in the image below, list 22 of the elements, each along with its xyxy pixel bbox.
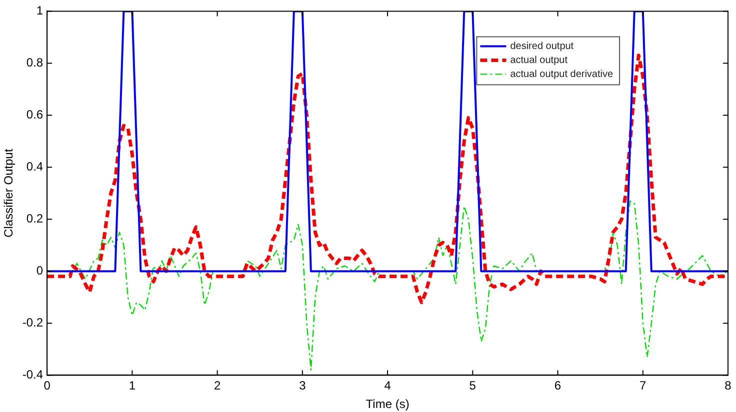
y-tick-label: 0.2 — [26, 212, 44, 226]
x-tick-label: 5 — [469, 378, 476, 393]
y-tick-label: -0.4 — [22, 368, 44, 382]
y-tick-label: -0.2 — [22, 316, 44, 330]
line-series — [47, 54, 728, 304]
legend-label: actual output — [510, 54, 568, 66]
y-tick-label: 0.4 — [26, 160, 44, 174]
y-tick-label: 0.8 — [26, 56, 44, 70]
x-tick-label: 4 — [384, 378, 392, 393]
y-tick-label: 1 — [36, 4, 44, 18]
legend-label: desired output — [510, 40, 574, 52]
x-tick-label: 6 — [554, 378, 562, 393]
y-axis-title: Classifier Output — [2, 148, 16, 238]
y-tick-label: 0.6 — [26, 108, 44, 122]
x-tick-label: 2 — [214, 378, 221, 393]
x-axis-title: Time (s) — [366, 397, 410, 412]
x-tick-label: 3 — [299, 378, 306, 393]
legend-label: actual output derivative — [510, 68, 614, 80]
y-tick-label: 0 — [36, 264, 44, 278]
x-tick-label: 1 — [128, 378, 136, 393]
x-tick-label: 8 — [724, 378, 732, 393]
x-tick-label: 7 — [640, 378, 647, 393]
